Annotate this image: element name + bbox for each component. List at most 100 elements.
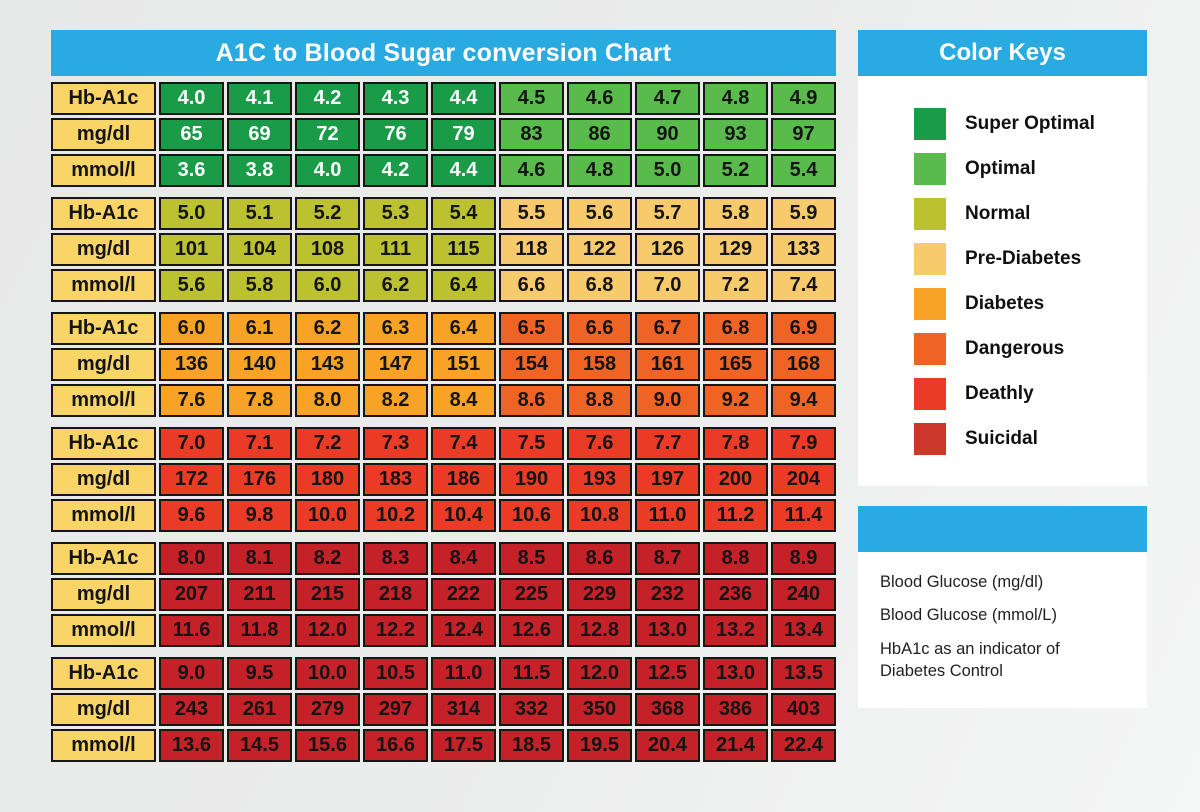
table-cell: 11.6 bbox=[159, 614, 224, 647]
table-cell: 83 bbox=[499, 118, 564, 151]
note-line: Blood Glucose (mg/dl) bbox=[880, 573, 1044, 591]
chart-title-bar: A1C to Blood Sugar conversion Chart bbox=[51, 30, 836, 76]
table-cell: 5.0 bbox=[635, 154, 700, 187]
legend-label: Super Optimal bbox=[965, 112, 1095, 134]
table-cell: 368 bbox=[635, 693, 700, 726]
table-cell: 3.6 bbox=[159, 154, 224, 187]
table-cell: 9.8 bbox=[227, 499, 292, 532]
table-cell: 4.2 bbox=[295, 82, 360, 115]
table-cell: 115 bbox=[431, 233, 496, 266]
row-label: mmol/l bbox=[51, 499, 156, 532]
table-cell: 10.6 bbox=[499, 499, 564, 532]
table-cell: 12.0 bbox=[295, 614, 360, 647]
table-cell: 4.8 bbox=[567, 154, 632, 187]
legend-label: Pre-Diabetes bbox=[965, 247, 1082, 269]
table-cell: 12.4 bbox=[431, 614, 496, 647]
note-line: Blood Glucose (mmol/L) bbox=[880, 606, 1057, 625]
row-label: mg/dl bbox=[51, 348, 156, 381]
table-cell: 7.8 bbox=[227, 384, 292, 417]
table-cell: 21.4 bbox=[703, 729, 768, 762]
table-cell: 8.6 bbox=[567, 542, 632, 575]
table-cell: 7.6 bbox=[159, 384, 224, 417]
table-cell: 4.8 bbox=[703, 82, 768, 115]
table-cell: 108 bbox=[295, 233, 360, 266]
table-cell: 10.0 bbox=[295, 499, 360, 532]
table-block: Hb-A1c 7.0 7.1 7.2 7.3 7.4 7.5 7.6 7.7 7.8 7.9 mg/d… bbox=[51, 427, 836, 532]
row-label: Hb-A1c bbox=[51, 312, 156, 345]
table-cell: 12.6 bbox=[499, 614, 564, 647]
legend-color-swatch bbox=[914, 242, 946, 275]
table-cell: 229 bbox=[567, 578, 632, 611]
table-cell: 8.4 bbox=[431, 384, 496, 417]
legend-color-swatch bbox=[914, 377, 946, 410]
table-cell: 6.5 bbox=[499, 312, 564, 345]
table-cell: 8.6 bbox=[499, 384, 564, 417]
sidebar: Color Keys Super Optimal Optimal Normal Pre… bbox=[858, 30, 1147, 709]
table-cell: 215 bbox=[295, 578, 360, 611]
table-cell: 22.4 bbox=[771, 729, 836, 762]
table-cell: 4.7 bbox=[635, 82, 700, 115]
table-cell: 8.0 bbox=[295, 384, 360, 417]
table-cell: 5.2 bbox=[703, 154, 768, 187]
table-cell: 5.6 bbox=[567, 197, 632, 230]
legend-item: Super Optimal bbox=[914, 101, 1137, 146]
table-cell: 165 bbox=[703, 348, 768, 381]
table-cell: 240 bbox=[771, 578, 836, 611]
table-cell: 9.0 bbox=[159, 657, 224, 690]
table-cell: 200 bbox=[703, 463, 768, 496]
table-block: Hb-A1c 9.0 9.5 10.0 10.5 11.0 11.5 12.0 12.5 13.0… bbox=[51, 657, 836, 762]
table-cell: 9.4 bbox=[771, 384, 836, 417]
table-block: Hb-A1c 6.0 6.1 6.2 6.3 6.4 6.5 6.6 6.7 6.8 6.9 mg/d… bbox=[51, 312, 836, 417]
table-cell: 111 bbox=[363, 233, 428, 266]
table-cell: 6.3 bbox=[363, 312, 428, 345]
table-cell: 12.5 bbox=[635, 657, 700, 690]
table-cell: 4.4 bbox=[431, 82, 496, 115]
row-label: mg/dl bbox=[51, 463, 156, 496]
table-cell: 403 bbox=[771, 693, 836, 726]
row-label: Hb-A1c bbox=[51, 197, 156, 230]
table-cell: 9.6 bbox=[159, 499, 224, 532]
table-cell: 10.2 bbox=[363, 499, 428, 532]
legend-label: Dangerous bbox=[965, 337, 1065, 359]
color-keys-legend: Super Optimal Optimal Normal Pre-Diabetes Di… bbox=[858, 76, 1147, 486]
table-cell: 10.0 bbox=[295, 657, 360, 690]
row-label: mmol/l bbox=[51, 614, 156, 647]
table-cell: 5.3 bbox=[363, 197, 428, 230]
table-cell: 7.4 bbox=[431, 427, 496, 460]
row-label: Hb-A1c bbox=[51, 82, 156, 115]
table-cell: 186 bbox=[431, 463, 496, 496]
table-cell: 218 bbox=[363, 578, 428, 611]
table-cell: 190 bbox=[499, 463, 564, 496]
table-cell: 16.6 bbox=[363, 729, 428, 762]
table-cell: 122 bbox=[567, 233, 632, 266]
table-cell: 6.4 bbox=[431, 269, 496, 302]
table-cell: 6.8 bbox=[703, 312, 768, 345]
table-cell: 11.0 bbox=[431, 657, 496, 690]
table-cell: 7.0 bbox=[635, 269, 700, 302]
note-line: HbA1c as an indicator of Diabetes Contro… bbox=[880, 639, 1060, 680]
row-label: mg/dl bbox=[51, 118, 156, 151]
table-cell: 314 bbox=[431, 693, 496, 726]
table-cell: 5.8 bbox=[703, 197, 768, 230]
table-cell: 133 bbox=[771, 233, 836, 266]
table-cell: 176 bbox=[227, 463, 292, 496]
table-cell: 79 bbox=[431, 118, 496, 151]
row-label: mmol/l bbox=[51, 729, 156, 762]
table-cell: 193 bbox=[567, 463, 632, 496]
table-cell: 8.2 bbox=[363, 384, 428, 417]
table-cell: 12.0 bbox=[567, 657, 632, 690]
table-cell: 19.5 bbox=[567, 729, 632, 762]
table-cell: 4.5 bbox=[499, 82, 564, 115]
color-keys-header: Color Keys bbox=[858, 30, 1147, 76]
row-label: Hb-A1c bbox=[51, 657, 156, 690]
table-cell: 5.9 bbox=[771, 197, 836, 230]
table-cell: 7.1 bbox=[227, 427, 292, 460]
table-cell: 6.9 bbox=[771, 312, 836, 345]
row-label: mg/dl bbox=[51, 233, 156, 266]
table-cell: 5.4 bbox=[771, 154, 836, 187]
table-cell: 7.2 bbox=[703, 269, 768, 302]
table-cell: 297 bbox=[363, 693, 428, 726]
table-cell: 118 bbox=[499, 233, 564, 266]
table-cell: 9.5 bbox=[227, 657, 292, 690]
table-cell: 4.1 bbox=[227, 82, 292, 115]
